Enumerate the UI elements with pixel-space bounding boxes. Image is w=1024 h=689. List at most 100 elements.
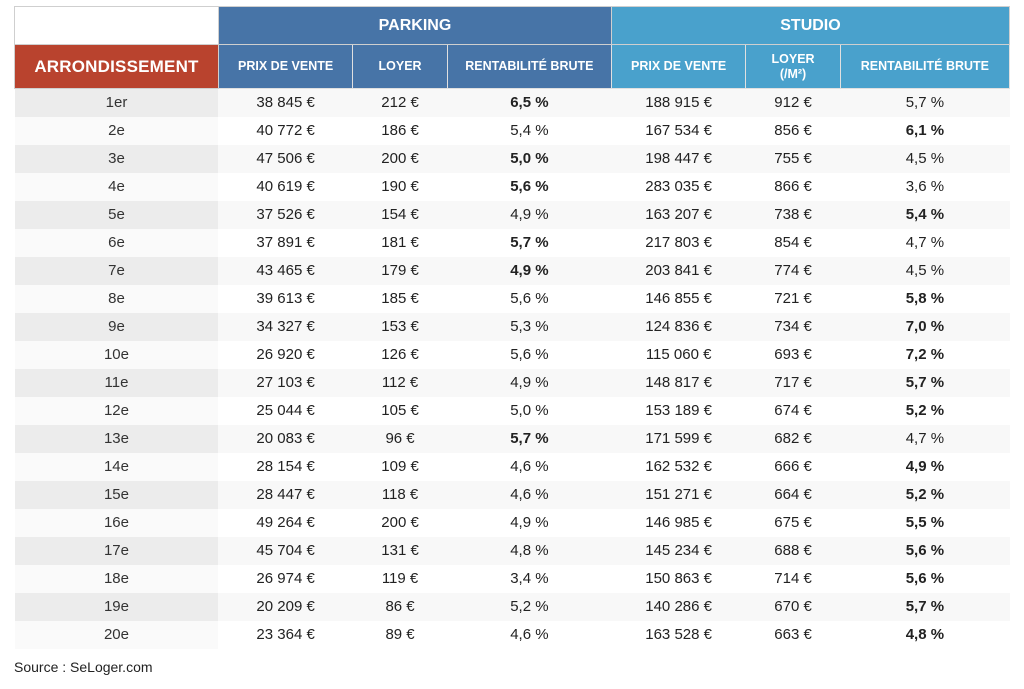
cell-parking-prix: 37 891 € — [218, 229, 352, 257]
cell-parking-prix: 25 044 € — [218, 397, 352, 425]
cell-studio-loyer: 721 € — [746, 285, 841, 313]
cell-studio-prix: 203 841 € — [611, 257, 745, 285]
cell-parking-rentabilite: 5,7 % — [447, 229, 611, 257]
cell-parking-rentabilite: 4,6 % — [447, 621, 611, 649]
cell-parking-rentabilite: 4,6 % — [447, 453, 611, 481]
cell-studio-rentabilite: 7,2 % — [840, 341, 1009, 369]
cell-studio-prix: 163 207 € — [611, 201, 745, 229]
table-row: 19e20 209 €86 €5,2 %140 286 €670 €5,7 % — [15, 593, 1010, 621]
cell-studio-prix: 146 985 € — [611, 509, 745, 537]
cell-parking-rentabilite: 5,0 % — [447, 145, 611, 173]
cell-arrondissement: 13e — [15, 425, 219, 453]
cell-studio-rentabilite: 4,7 % — [840, 425, 1009, 453]
cell-parking-rentabilite: 3,4 % — [447, 565, 611, 593]
source-label: Source : SeLoger.com — [14, 659, 1010, 675]
cell-studio-rentabilite: 5,5 % — [840, 509, 1009, 537]
table-row: 13e20 083 €96 €5,7 %171 599 €682 €4,7 % — [15, 425, 1010, 453]
cell-studio-loyer: 738 € — [746, 201, 841, 229]
table-row: 4e40 619 €190 €5,6 %283 035 €866 €3,6 % — [15, 173, 1010, 201]
cell-parking-rentabilite: 4,8 % — [447, 537, 611, 565]
cell-studio-loyer: 693 € — [746, 341, 841, 369]
comparison-table: PARKING STUDIO ARRONDISSEMENT PRIX DE VE… — [14, 6, 1010, 649]
cell-studio-loyer: 663 € — [746, 621, 841, 649]
cell-studio-loyer: 675 € — [746, 509, 841, 537]
col-header-parking-loyer: LOYER — [353, 45, 448, 89]
col-header-studio-prix: PRIX DE VENTE — [611, 45, 745, 89]
cell-parking-prix: 34 327 € — [218, 313, 352, 341]
cell-studio-rentabilite: 5,7 % — [840, 369, 1009, 397]
cell-arrondissement: 6e — [15, 229, 219, 257]
cell-arrondissement: 4e — [15, 173, 219, 201]
cell-studio-prix: 145 234 € — [611, 537, 745, 565]
cell-parking-prix: 37 526 € — [218, 201, 352, 229]
cell-studio-rentabilite: 5,2 % — [840, 397, 1009, 425]
cell-studio-rentabilite: 5,6 % — [840, 537, 1009, 565]
cell-studio-rentabilite: 4,5 % — [840, 145, 1009, 173]
cell-studio-loyer: 866 € — [746, 173, 841, 201]
cell-parking-rentabilite: 5,6 % — [447, 285, 611, 313]
cell-parking-prix: 26 920 € — [218, 341, 352, 369]
cell-studio-prix: 148 817 € — [611, 369, 745, 397]
cell-parking-loyer: 153 € — [353, 313, 448, 341]
cell-studio-prix: 217 803 € — [611, 229, 745, 257]
cell-parking-loyer: 186 € — [353, 117, 448, 145]
col-header-studio-rentabilite: RENTABILITÉ BRUTE — [840, 45, 1009, 89]
cell-studio-prix: 146 855 € — [611, 285, 745, 313]
col-header-arrondissement: ARRONDISSEMENT — [15, 45, 219, 89]
cell-arrondissement: 2e — [15, 117, 219, 145]
cell-studio-prix: 115 060 € — [611, 341, 745, 369]
cell-arrondissement: 9e — [15, 313, 219, 341]
cell-studio-loyer: 682 € — [746, 425, 841, 453]
cell-parking-loyer: 112 € — [353, 369, 448, 397]
cell-studio-rentabilite: 5,7 % — [840, 89, 1009, 117]
cell-studio-rentabilite: 5,8 % — [840, 285, 1009, 313]
table-row: 11e27 103 €112 €4,9 %148 817 €717 €5,7 % — [15, 369, 1010, 397]
cell-studio-loyer: 674 € — [746, 397, 841, 425]
cell-parking-rentabilite: 5,6 % — [447, 173, 611, 201]
cell-parking-loyer: 179 € — [353, 257, 448, 285]
table-row: 14e28 154 €109 €4,6 %162 532 €666 €4,9 % — [15, 453, 1010, 481]
cell-parking-loyer: 154 € — [353, 201, 448, 229]
table-row: 12e25 044 €105 €5,0 %153 189 €674 €5,2 % — [15, 397, 1010, 425]
cell-parking-prix: 47 506 € — [218, 145, 352, 173]
table-body: 1er38 845 €212 €6,5 %188 915 €912 €5,7 %… — [15, 89, 1010, 649]
table-row: 18e26 974 €119 €3,4 %150 863 €714 €5,6 % — [15, 565, 1010, 593]
cell-studio-rentabilite: 6,1 % — [840, 117, 1009, 145]
cell-studio-prix: 163 528 € — [611, 621, 745, 649]
cell-studio-loyer: 774 € — [746, 257, 841, 285]
cell-parking-loyer: 118 € — [353, 481, 448, 509]
table-row: 15e28 447 €118 €4,6 %151 271 €664 €5,2 % — [15, 481, 1010, 509]
cell-studio-prix: 124 836 € — [611, 313, 745, 341]
cell-parking-rentabilite: 5,4 % — [447, 117, 611, 145]
cell-studio-prix: 167 534 € — [611, 117, 745, 145]
cell-studio-loyer: 912 € — [746, 89, 841, 117]
cell-studio-rentabilite: 4,5 % — [840, 257, 1009, 285]
cell-parking-prix: 26 974 € — [218, 565, 352, 593]
table-row: 3e47 506 €200 €5,0 %198 447 €755 €4,5 % — [15, 145, 1010, 173]
cell-parking-rentabilite: 4,9 % — [447, 509, 611, 537]
cell-arrondissement: 17e — [15, 537, 219, 565]
cell-arrondissement: 10e — [15, 341, 219, 369]
cell-parking-prix: 40 772 € — [218, 117, 352, 145]
cell-studio-loyer: 734 € — [746, 313, 841, 341]
cell-parking-loyer: 131 € — [353, 537, 448, 565]
col-header-parking-prix: PRIX DE VENTE — [218, 45, 352, 89]
cell-parking-prix: 38 845 € — [218, 89, 352, 117]
cell-studio-rentabilite: 4,9 % — [840, 453, 1009, 481]
cell-studio-loyer: 688 € — [746, 537, 841, 565]
table-row: 8e39 613 €185 €5,6 %146 855 €721 €5,8 % — [15, 285, 1010, 313]
cell-arrondissement: 20e — [15, 621, 219, 649]
cell-studio-loyer: 856 € — [746, 117, 841, 145]
cell-parking-loyer: 181 € — [353, 229, 448, 257]
cell-parking-loyer: 185 € — [353, 285, 448, 313]
cell-parking-prix: 28 154 € — [218, 453, 352, 481]
cell-arrondissement: 14e — [15, 453, 219, 481]
cell-studio-rentabilite: 5,7 % — [840, 593, 1009, 621]
cell-studio-loyer: 714 € — [746, 565, 841, 593]
cell-parking-prix: 28 447 € — [218, 481, 352, 509]
table-row: 9e34 327 €153 €5,3 %124 836 €734 €7,0 % — [15, 313, 1010, 341]
cell-parking-rentabilite: 5,7 % — [447, 425, 611, 453]
cell-arrondissement: 1er — [15, 89, 219, 117]
cell-studio-rentabilite: 3,6 % — [840, 173, 1009, 201]
cell-parking-loyer: 190 € — [353, 173, 448, 201]
